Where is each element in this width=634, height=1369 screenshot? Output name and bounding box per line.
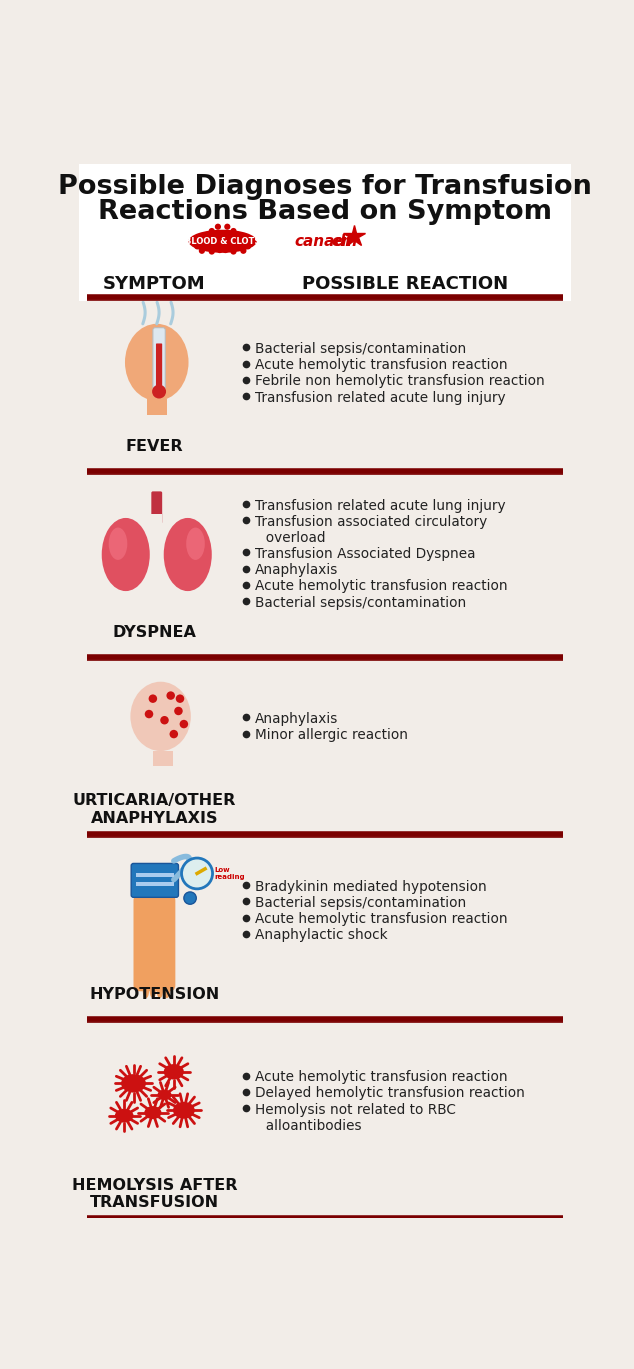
- FancyBboxPatch shape: [153, 327, 165, 389]
- FancyBboxPatch shape: [146, 398, 167, 415]
- Text: em: em: [331, 234, 358, 249]
- Ellipse shape: [164, 984, 170, 998]
- Circle shape: [235, 235, 241, 241]
- Ellipse shape: [157, 984, 163, 998]
- FancyBboxPatch shape: [131, 864, 178, 897]
- Text: Acute hemolytic transfusion reaction: Acute hemolytic transfusion reaction: [255, 579, 508, 593]
- Circle shape: [240, 248, 247, 253]
- Text: DYSPNEA: DYSPNEA: [112, 624, 197, 639]
- Text: Bradykinin mediated hypotension: Bradykinin mediated hypotension: [255, 880, 487, 894]
- FancyBboxPatch shape: [79, 1019, 571, 1218]
- Circle shape: [223, 246, 229, 253]
- FancyBboxPatch shape: [79, 834, 571, 1019]
- Ellipse shape: [173, 1102, 195, 1118]
- Ellipse shape: [101, 517, 150, 591]
- Ellipse shape: [164, 1064, 184, 1080]
- Text: Bacterial sepsis/contamination: Bacterial sepsis/contamination: [255, 895, 467, 910]
- Circle shape: [199, 248, 205, 253]
- Text: Bacterial sepsis/contamination: Bacterial sepsis/contamination: [255, 596, 467, 609]
- FancyBboxPatch shape: [79, 657, 571, 834]
- Text: Febrile non hemolytic transfusion reaction: Febrile non hemolytic transfusion reacti…: [255, 375, 545, 389]
- Text: Transfusion Associated Dyspnea: Transfusion Associated Dyspnea: [255, 548, 476, 561]
- Circle shape: [194, 244, 200, 249]
- FancyBboxPatch shape: [153, 752, 173, 767]
- Text: URTICARIA/OTHER
ANAPHYLAXIS: URTICARIA/OTHER ANAPHYLAXIS: [73, 794, 236, 826]
- Circle shape: [169, 730, 178, 738]
- Circle shape: [176, 694, 184, 702]
- Ellipse shape: [121, 1075, 146, 1092]
- Circle shape: [209, 248, 215, 255]
- Text: alloantibodies: alloantibodies: [257, 1118, 361, 1132]
- Circle shape: [207, 233, 213, 238]
- FancyBboxPatch shape: [136, 882, 174, 886]
- Text: HEMOLYSIS AFTER
TRANSFUSION: HEMOLYSIS AFTER TRANSFUSION: [72, 1177, 237, 1210]
- FancyBboxPatch shape: [152, 515, 162, 583]
- Circle shape: [241, 238, 247, 244]
- Text: Low
reading: Low reading: [214, 867, 245, 880]
- Text: HYPOTENSION: HYPOTENSION: [89, 987, 219, 1002]
- FancyBboxPatch shape: [79, 164, 571, 301]
- FancyBboxPatch shape: [79, 303, 571, 471]
- Circle shape: [204, 235, 210, 241]
- Circle shape: [160, 716, 169, 724]
- Text: POSSIBLE REACTION: POSSIBLE REACTION: [302, 275, 508, 293]
- Circle shape: [179, 720, 188, 728]
- Text: canadi: canadi: [295, 234, 351, 249]
- Circle shape: [217, 246, 223, 253]
- FancyBboxPatch shape: [79, 471, 571, 657]
- Ellipse shape: [186, 527, 205, 560]
- Text: Delayed hemolytic transfusion reaction: Delayed hemolytic transfusion reaction: [255, 1087, 525, 1101]
- Text: Acute hemolytic transfusion reaction: Acute hemolytic transfusion reaction: [255, 1071, 508, 1084]
- Ellipse shape: [108, 527, 127, 560]
- Circle shape: [148, 694, 157, 702]
- Text: Anaphylactic shock: Anaphylactic shock: [255, 928, 388, 942]
- Ellipse shape: [157, 1090, 171, 1101]
- Circle shape: [152, 385, 166, 398]
- Ellipse shape: [143, 984, 149, 998]
- Text: Hemolysis not related to RBC: Hemolysis not related to RBC: [255, 1102, 456, 1117]
- Text: BLOOD & CLOTS: BLOOD & CLOTS: [185, 237, 261, 246]
- Circle shape: [224, 223, 230, 230]
- Text: Acute hemolytic transfusion reaction: Acute hemolytic transfusion reaction: [255, 359, 508, 372]
- FancyBboxPatch shape: [156, 344, 162, 386]
- Circle shape: [145, 709, 153, 719]
- Circle shape: [230, 227, 236, 234]
- Text: Minor allergic reaction: Minor allergic reaction: [255, 728, 408, 742]
- Circle shape: [245, 244, 251, 249]
- Circle shape: [198, 238, 204, 244]
- Ellipse shape: [125, 324, 188, 401]
- Circle shape: [184, 893, 197, 905]
- Text: FEVER: FEVER: [126, 438, 183, 453]
- Text: Reactions Based on Symptom: Reactions Based on Symptom: [98, 199, 552, 225]
- Circle shape: [209, 227, 215, 234]
- Circle shape: [167, 691, 175, 700]
- Ellipse shape: [145, 1106, 162, 1118]
- FancyBboxPatch shape: [136, 872, 174, 876]
- Text: Anaphylaxis: Anaphylaxis: [255, 712, 339, 726]
- Ellipse shape: [150, 984, 156, 998]
- Text: Transfusion associated circulatory: Transfusion associated circulatory: [255, 515, 488, 528]
- Text: Anaphylaxis: Anaphylaxis: [255, 563, 339, 578]
- Text: Acute hemolytic transfusion reaction: Acute hemolytic transfusion reaction: [255, 912, 508, 927]
- Text: Transfusion related acute lung injury: Transfusion related acute lung injury: [255, 498, 506, 512]
- Ellipse shape: [115, 1109, 134, 1123]
- FancyBboxPatch shape: [152, 491, 162, 524]
- Text: Transfusion related acute lung injury: Transfusion related acute lung injury: [255, 390, 506, 405]
- Circle shape: [232, 233, 238, 238]
- Circle shape: [181, 858, 212, 888]
- Circle shape: [215, 223, 221, 230]
- Text: SYMPTOM: SYMPTOM: [103, 275, 206, 293]
- Text: Possible Diagnoses for Transfusion: Possible Diagnoses for Transfusion: [58, 174, 592, 200]
- Circle shape: [230, 248, 236, 255]
- Circle shape: [174, 706, 183, 715]
- Text: Bacterial sepsis/contamination: Bacterial sepsis/contamination: [255, 342, 467, 356]
- Ellipse shape: [188, 230, 257, 253]
- Text: overload: overload: [257, 531, 325, 545]
- Ellipse shape: [164, 517, 212, 591]
- Ellipse shape: [131, 682, 191, 752]
- FancyBboxPatch shape: [134, 894, 176, 991]
